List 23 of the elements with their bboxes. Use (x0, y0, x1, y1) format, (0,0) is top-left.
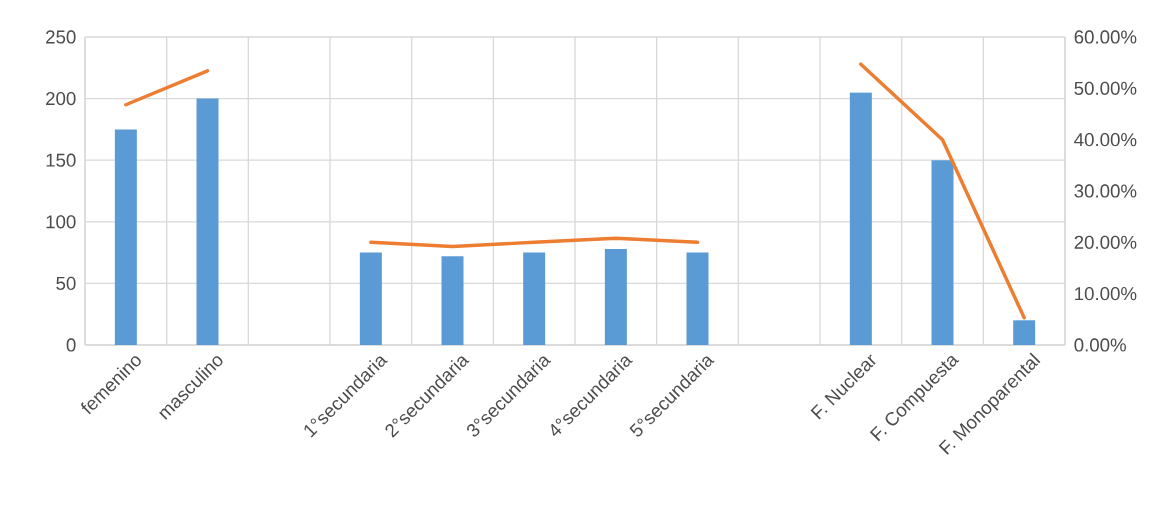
bar (114, 129, 137, 345)
bar (523, 252, 546, 345)
y2-tick-label: 40.00% (1074, 133, 1137, 147)
y-tick-label: 0 (66, 338, 76, 352)
y-tick-label: 50 (56, 276, 76, 290)
bar (931, 160, 954, 345)
y-tick-label: 150 (46, 153, 76, 167)
y2-tick-label: 30.00% (1074, 184, 1137, 198)
y2-tick-label: 20.00% (1074, 235, 1137, 249)
bar (196, 98, 219, 345)
bar (604, 248, 627, 345)
y2-tick-label: 60.00% (1074, 30, 1137, 44)
y2-tick-label: 50.00% (1074, 81, 1137, 95)
y-tick-label: 250 (46, 30, 76, 44)
bar (686, 252, 709, 345)
y-tick-label: 200 (46, 91, 76, 106)
bar (441, 256, 464, 345)
y-tick-label: 100 (46, 215, 76, 229)
bar (359, 252, 382, 345)
y2-tick-label: 10.00% (1075, 287, 1137, 301)
bar (1013, 320, 1036, 345)
bar (849, 92, 872, 345)
y2-tick-label: 0.00% (1074, 338, 1126, 352)
